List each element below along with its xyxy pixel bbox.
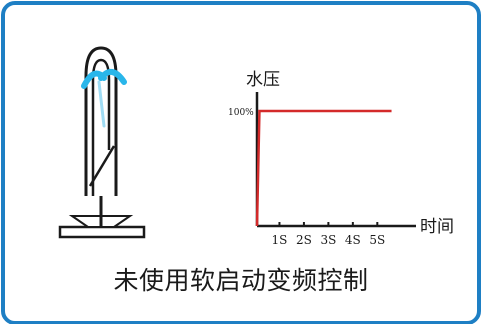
pipe-brace [88,145,116,187]
series-group [255,109,392,227]
x-tick-label: 3S [320,233,336,247]
water-stream [97,80,106,128]
y-axis-label: 水压 [246,70,280,90]
x-tick-label: 1S [272,233,288,247]
y-tick-label: 100% [228,108,254,118]
x-ticks: 1S 2S 3S 4S 5S [272,222,385,247]
pipe-loop-outer [84,46,118,196]
pressure-chart: 水压 时间 100% 1S 2S 3S 4S 5S [228,70,454,247]
x-tick-label: 4S [345,233,361,247]
x-tick-label: 5S [369,233,385,247]
water-fountain-illustration [58,46,146,239]
water-spray-right [98,69,127,85]
pressure-line [255,109,392,227]
figure-caption: 未使用软启动变频控制 [113,266,369,295]
base-plate [58,225,146,239]
x-tick-label: 2S [296,233,312,247]
x-axis-label: 时间 [420,217,454,237]
